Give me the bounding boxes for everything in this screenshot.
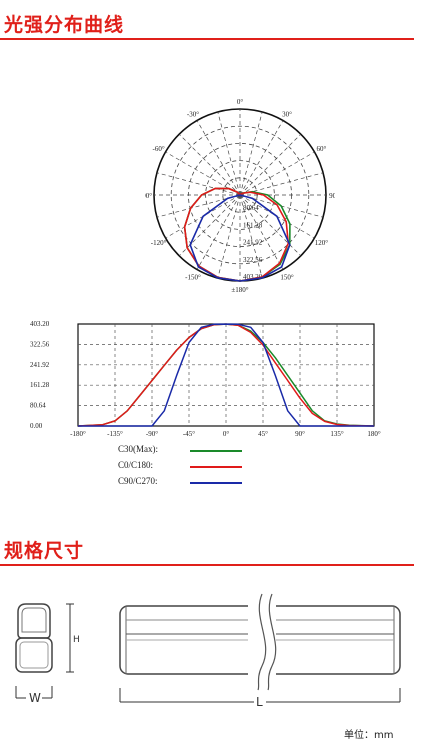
polar-ring-label: 322.56 bbox=[243, 256, 263, 264]
polar-angle-label: 30° bbox=[282, 111, 292, 119]
x-tick-label: -135° bbox=[107, 430, 123, 438]
polar-angle-label: -120° bbox=[151, 239, 167, 247]
light-distribution-title: 光强分布曲线 bbox=[4, 14, 125, 36]
polar-angle-label: 90° bbox=[329, 192, 335, 200]
polar-spoke bbox=[196, 194, 241, 270]
legend-line-c0 bbox=[190, 466, 242, 468]
polar-angle-label: ±180° bbox=[231, 286, 248, 294]
polar-spoke bbox=[217, 194, 241, 279]
polar-spoke bbox=[196, 120, 241, 196]
polar-angle-label: 150° bbox=[280, 273, 294, 281]
spec-title: 规格尺寸 bbox=[4, 540, 85, 562]
polar-ring-label: 161.28 bbox=[243, 221, 263, 229]
polar-spoke bbox=[239, 194, 263, 279]
y-tick-label: 241.92 bbox=[30, 361, 50, 369]
polar-ring bbox=[170, 125, 310, 265]
length-dimension bbox=[119, 688, 401, 703]
length-label: L bbox=[256, 695, 263, 709]
polar-ring-label: 241.92 bbox=[243, 239, 263, 247]
polar-angle-label: -60° bbox=[153, 145, 165, 153]
dimension-drawing: H W L bbox=[15, 593, 401, 709]
polar-curve-2 bbox=[189, 194, 291, 282]
y-tick-label: 80.64 bbox=[30, 402, 46, 410]
height-label: H bbox=[73, 635, 80, 645]
legend-line-c30 bbox=[190, 450, 242, 452]
linear-series-2 bbox=[78, 323, 374, 427]
polar-spoke bbox=[239, 194, 284, 270]
polar-angle-label: 60° bbox=[317, 145, 327, 153]
polar-spoke bbox=[239, 194, 302, 257]
polar-angle-label: 120° bbox=[315, 239, 329, 247]
legend-label-c0: C0/C180: bbox=[118, 460, 154, 470]
x-tick-label: 135° bbox=[330, 430, 344, 438]
polar-spoke bbox=[239, 151, 315, 196]
linear-chart: -180° -135° -90° -45° 0° 45° 90° 135° 180° 403.20… bbox=[30, 320, 381, 438]
x-tick-label: 0° bbox=[223, 430, 230, 438]
width-label: W bbox=[29, 691, 41, 705]
height-dimension bbox=[66, 603, 74, 673]
polar-angle-label: 0° bbox=[237, 98, 244, 106]
legend-line-c90 bbox=[190, 482, 242, 484]
polar-spoke bbox=[239, 120, 284, 196]
polar-spoke bbox=[239, 111, 263, 196]
x-tick-label: 180° bbox=[367, 430, 381, 438]
polar-angle-label: -150° bbox=[185, 273, 201, 281]
polar-spoke bbox=[217, 111, 241, 196]
legend-label-c30: C30(Max): bbox=[118, 444, 158, 454]
width-dimension bbox=[15, 686, 53, 699]
title-divider bbox=[0, 38, 414, 40]
polar-ring-label: 403.20 bbox=[243, 273, 263, 281]
x-tick-label: -90° bbox=[146, 430, 158, 438]
polar-angle-label: -90° bbox=[145, 192, 152, 200]
profile-section bbox=[15, 603, 53, 673]
polar-spoke bbox=[156, 172, 241, 196]
polar-spoke bbox=[178, 133, 241, 196]
polar-spoke bbox=[239, 133, 302, 196]
x-tick-label: -45° bbox=[183, 430, 195, 438]
legend-label-c90: C90/C270: bbox=[118, 476, 158, 486]
x-tick-label: -180° bbox=[70, 430, 86, 438]
x-tick-label: 45° bbox=[258, 430, 268, 438]
x-tick-label: 90° bbox=[295, 430, 305, 438]
polar-ring-label: 80.64 bbox=[243, 204, 259, 212]
y-tick-label: 0.00 bbox=[30, 422, 43, 430]
polar-angle-label: -30° bbox=[187, 111, 199, 119]
spec-divider bbox=[0, 564, 414, 566]
lamp-body bbox=[119, 593, 401, 691]
y-tick-label: 403.20 bbox=[30, 320, 50, 328]
y-tick-label: 322.56 bbox=[30, 340, 50, 348]
polar-spoke bbox=[178, 194, 241, 257]
polar-chart: ±180° 150° 120° 90° 60° 30° 0° -30° -60° -90° -120… bbox=[145, 98, 335, 294]
unit-note: 单位：mm bbox=[344, 730, 394, 741]
polar-ring bbox=[205, 160, 275, 230]
y-tick-label: 161.28 bbox=[30, 381, 50, 389]
